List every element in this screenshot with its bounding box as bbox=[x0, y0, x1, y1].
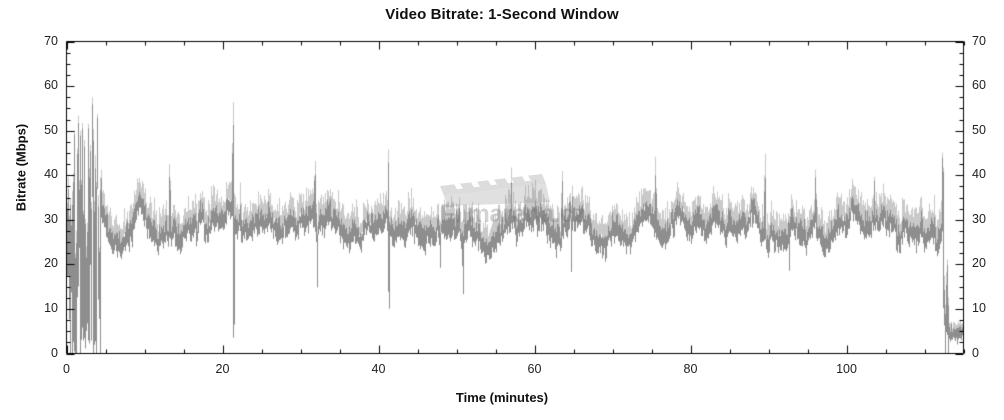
y-tick-label-right: 60 bbox=[972, 78, 986, 93]
y-tick-label-left: 70 bbox=[44, 33, 58, 48]
y-tick-label-left: 30 bbox=[44, 211, 58, 226]
y-tick-label-left: 20 bbox=[44, 256, 58, 271]
y-tick-label-right: 40 bbox=[972, 167, 986, 182]
y-tick-label-right: 0 bbox=[972, 345, 979, 360]
y-tick-label-left: 60 bbox=[44, 78, 58, 93]
y-tick-label-left: 40 bbox=[44, 167, 58, 182]
x-tick-label: 40 bbox=[371, 361, 386, 376]
x-tick-label: 80 bbox=[683, 361, 698, 376]
x-axis-label: Time (minutes) bbox=[455, 390, 549, 405]
y-tick-label-right: 30 bbox=[972, 211, 986, 226]
y-tick-label-left: 10 bbox=[44, 300, 58, 315]
y-tick-label-right: 70 bbox=[972, 33, 986, 48]
y-tick-label-right: 20 bbox=[972, 256, 986, 271]
y-tick-label-right: 10 bbox=[972, 300, 986, 315]
x-tick-label: 0 bbox=[63, 361, 70, 376]
y-tick-label-right: 50 bbox=[972, 122, 986, 137]
y-tick-label-left: 50 bbox=[44, 122, 58, 137]
y-tick-label-left: 0 bbox=[51, 345, 58, 360]
x-tick-label: 20 bbox=[215, 361, 230, 376]
x-tick-label: 60 bbox=[527, 361, 542, 376]
x-tick-label: 100 bbox=[836, 361, 857, 376]
